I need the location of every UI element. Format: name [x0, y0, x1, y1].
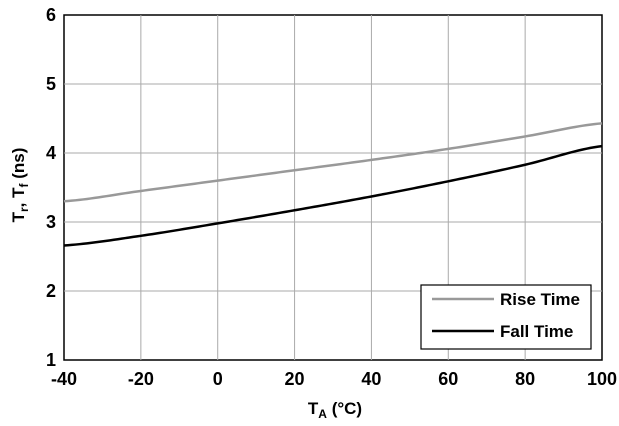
x-tick-labels: -40 -20 0 20 40 60 80 100 [51, 369, 617, 389]
y-tick-label: 6 [46, 5, 56, 25]
y-tick-label: 4 [46, 143, 56, 163]
x-tick-label: 60 [438, 369, 458, 389]
x-tick-label: -20 [128, 369, 154, 389]
series-line-fall-time [63, 144, 603, 247]
x-tick-label: -40 [51, 369, 77, 389]
x-tick-label: 100 [587, 369, 617, 389]
y-axis-title: Tr, Tf (ns) [9, 148, 31, 223]
y-tick-label: 2 [46, 281, 56, 301]
x-tick-label: 20 [285, 369, 305, 389]
series-line-rise-time [63, 122, 603, 203]
series-layer [63, 122, 603, 247]
legend: Rise Time Fall Time [420, 284, 592, 350]
x-tick-label: 0 [213, 369, 223, 389]
x-axis-title: TA (°C) [308, 399, 362, 421]
x-tick-label: 40 [361, 369, 381, 389]
legend-box [420, 284, 592, 350]
legend-label-fall-time: Fall Time [500, 322, 573, 341]
y-tick-label: 5 [46, 74, 56, 94]
y-tick-labels: 1 2 3 4 5 6 [46, 5, 56, 370]
y-tick-label: 1 [46, 350, 56, 370]
y-tick-label: 3 [46, 212, 56, 232]
legend-label-rise-time: Rise Time [500, 290, 580, 309]
x-tick-label: 80 [515, 369, 535, 389]
